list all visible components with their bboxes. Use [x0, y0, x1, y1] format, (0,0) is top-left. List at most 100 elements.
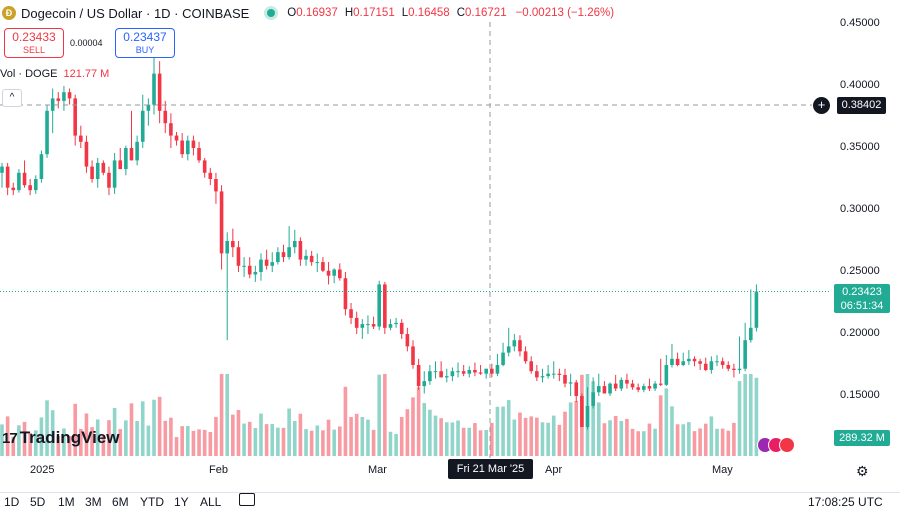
collapse-legend-button[interactable]: ^ [2, 89, 22, 107]
utc-clock[interactable]: 17:08:25 UTC [808, 495, 883, 506]
candle-body [613, 383, 618, 389]
candle-body [157, 73, 162, 111]
volume-bar [647, 423, 652, 456]
candle-body [101, 162, 106, 173]
candle-body [444, 376, 449, 378]
volume-bars [0, 374, 759, 456]
candle-body [84, 141, 89, 167]
candle-body [202, 160, 207, 173]
volume-bar [101, 434, 106, 456]
candle-body [377, 284, 382, 327]
candle-body [343, 278, 348, 310]
candle-body [135, 141, 139, 161]
volume-bar [478, 430, 483, 456]
volume-bar [287, 408, 291, 456]
timeframe-6m-button[interactable]: 6M [112, 495, 129, 506]
candle-body [574, 382, 579, 396]
volume-bar [118, 429, 123, 456]
candle-body [304, 255, 308, 260]
candle-body [360, 324, 365, 328]
candle-body [692, 358, 697, 362]
volume-bar [62, 428, 66, 456]
candle-body [309, 255, 314, 263]
add-alert-plus-button[interactable]: + [813, 97, 830, 114]
timeframe-ytd-button[interactable]: YTD [140, 495, 164, 506]
economic-events[interactable] [757, 437, 795, 453]
go-to-date-calendar-icon[interactable] [239, 493, 255, 506]
timeframe-1d-button[interactable]: 1D [4, 495, 20, 506]
volume-bar [73, 403, 77, 456]
volume-legend[interactable]: Vol · DOGE 121.77 M [0, 68, 109, 80]
candle-body [478, 372, 483, 374]
candlestick-series [0, 55, 759, 430]
time-axis-label: Mar [368, 464, 387, 476]
candle-body [321, 262, 325, 271]
volume-bar [152, 399, 156, 456]
chart-settings-gear-icon[interactable]: ⚙ [856, 463, 869, 479]
volume-bar [737, 381, 742, 456]
candle-body [675, 358, 680, 365]
current-price-label: 0.23423 06:51:34 [834, 284, 890, 313]
volume-bar [546, 422, 550, 456]
volume-bar [354, 413, 359, 456]
volume-bar [748, 374, 753, 456]
candle-body [152, 73, 156, 105]
volume-bar [79, 428, 83, 456]
volume-bar [388, 431, 393, 456]
volume-bar [191, 430, 196, 456]
candle-body [715, 361, 719, 363]
volume-bar [461, 427, 466, 456]
symbol-title[interactable]: Dogecoin / US Dollar · 1D · COINBASE [21, 5, 250, 21]
candle-body [411, 346, 415, 365]
volume-bar [473, 423, 477, 456]
volume-bar [214, 416, 218, 456]
volume-bar [692, 431, 697, 456]
candle-body [737, 368, 742, 370]
volume-bar [456, 420, 460, 456]
volume-bar [670, 406, 674, 456]
volume-bar [698, 428, 702, 456]
volume-bar [681, 424, 686, 456]
volume-bar [608, 420, 612, 456]
volume-bar [428, 409, 432, 456]
candle-body [11, 187, 16, 191]
candle-body [743, 340, 747, 369]
price-axis-label: 0.40000 [840, 79, 880, 91]
volume-bar [658, 395, 663, 456]
timeframe-1y-button[interactable]: 1Y [174, 495, 189, 506]
timeframe-all-button[interactable]: ALL [200, 495, 222, 506]
candle-body [461, 371, 466, 374]
volume-bar [653, 428, 657, 456]
event-flag-icon[interactable] [779, 437, 795, 453]
candle-body [720, 361, 725, 365]
candle-body [298, 241, 303, 260]
candle-body [698, 361, 702, 364]
timeframe-1m-button[interactable]: 1M [58, 495, 75, 506]
timeframe-5d-button[interactable]: 5D [30, 495, 46, 506]
time-axis-label: Feb [209, 464, 228, 476]
volume-bar [321, 430, 325, 456]
volume-bar [568, 402, 573, 456]
candle-body [146, 104, 151, 111]
volume-bar [22, 421, 27, 456]
volume-bar [636, 431, 640, 456]
candle-body [22, 172, 27, 186]
candle-body [197, 148, 201, 161]
timeframe-3m-button[interactable]: 3M [85, 495, 102, 506]
candle-body [5, 166, 10, 188]
volume-bar [56, 435, 61, 456]
buy-button[interactable]: 0.23437 BUY [115, 28, 175, 58]
volume-bar [726, 430, 731, 456]
candle-body [484, 368, 488, 374]
volume-bar [490, 422, 494, 456]
volume-bar [146, 425, 151, 456]
tradingview-logo[interactable]: 17 TradingView [2, 428, 120, 448]
candle-body [658, 383, 663, 385]
volume-bar [642, 431, 646, 456]
candle-body [191, 140, 196, 148]
volume-bar [292, 420, 297, 456]
sell-button[interactable]: 0.23433 SELL [4, 28, 64, 58]
price-axis-label: 0.30000 [840, 203, 880, 215]
candle-body [0, 166, 4, 173]
